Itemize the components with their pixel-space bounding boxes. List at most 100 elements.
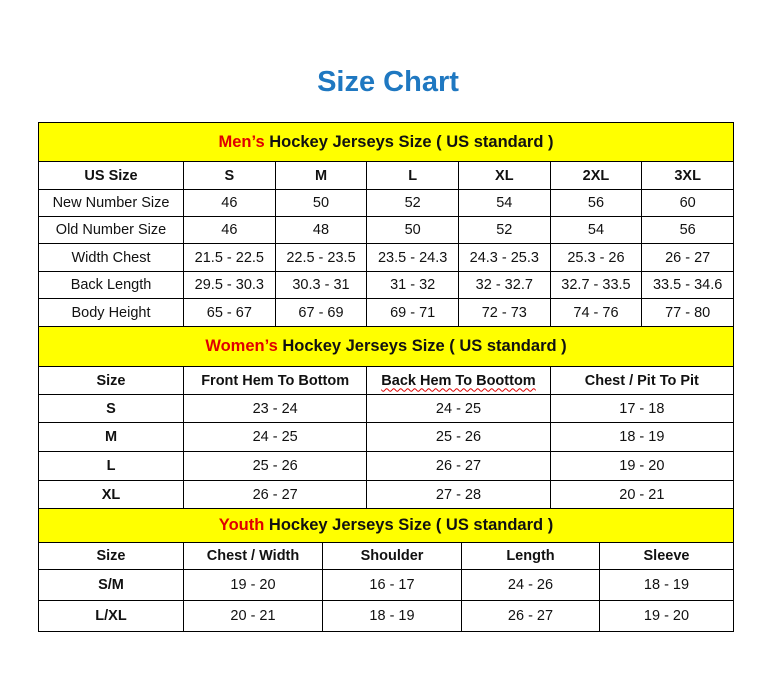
column-header: Chest / Pit To Pit <box>549 366 735 395</box>
table-cell: 22.5 - 23.5 <box>274 243 368 272</box>
men-prefix: Men’s <box>218 132 265 151</box>
table-cell: 17 - 18 <box>549 394 735 423</box>
table-cell: 24.3 - 25.3 <box>457 243 551 272</box>
table-cell: 25.3 - 26 <box>549 243 643 272</box>
table-cell: 46 <box>183 189 276 217</box>
table-cell: 18 - 19 <box>549 422 735 452</box>
table-cell: 24 - 25 <box>366 394 551 423</box>
row-label: Old Number Size <box>38 216 184 244</box>
table-row: New Number Size 46 50 52 54 56 60 <box>38 189 734 217</box>
table-cell: 33.5 - 34.6 <box>641 271 734 299</box>
table-cell: 21.5 - 22.5 <box>183 243 276 272</box>
women-table-heading: Women’s Hockey Jerseys Size ( US standar… <box>38 326 734 367</box>
row-label: L/XL <box>38 600 184 632</box>
table-cell: 24 - 25 <box>182 422 368 452</box>
table-cell: 46 <box>183 216 276 244</box>
row-label: M <box>38 422 184 452</box>
column-header: Size <box>38 542 184 570</box>
column-header: Length <box>461 542 600 570</box>
table-row: Width Chest 21.5 - 22.5 22.5 - 23.5 23.5 - … <box>38 243 734 272</box>
table-cell: 69 - 71 <box>366 298 459 327</box>
column-header: US Size <box>38 161 184 190</box>
women-size-table: Women’s Hockey Jerseys Size ( US standar… <box>38 326 735 509</box>
table-cell: 56 <box>641 216 734 244</box>
table-cell: 18 - 19 <box>322 600 462 632</box>
column-header: Front Hem To Bottom <box>182 366 368 395</box>
column-header: 3XL <box>641 161 734 190</box>
row-label: XL <box>38 480 184 509</box>
table-cell: 32 - 32.7 <box>457 271 551 299</box>
table-row: Body Height 65 - 67 67 - 69 69 - 71 72 - 73 7… <box>38 298 734 327</box>
table-cell: 77 - 80 <box>641 298 734 327</box>
table-cell: 72 - 73 <box>457 298 551 327</box>
table-cell: 54 <box>457 189 551 217</box>
table-cell: 24 - 26 <box>461 569 600 601</box>
table-row: S 23 - 24 24 - 25 17 - 18 <box>38 394 735 423</box>
table-cell: 50 <box>366 216 459 244</box>
column-header: Size <box>38 366 184 395</box>
table-cell: 54 <box>549 216 643 244</box>
table-cell: 26 - 27 <box>182 480 368 509</box>
column-header: Sleeve <box>599 542 734 570</box>
table-cell: 20 - 21 <box>549 480 735 509</box>
table-row: Old Number Size 46 48 50 52 54 56 <box>38 216 734 244</box>
row-label: L <box>38 451 184 481</box>
page-title: Size Chart <box>317 66 459 98</box>
table-cell: 18 - 19 <box>599 569 734 601</box>
table-cell: 20 - 21 <box>183 600 323 632</box>
table-cell: 32.7 - 33.5 <box>549 271 643 299</box>
column-header: Shoulder <box>322 542 462 570</box>
table-row: M 24 - 25 25 - 26 18 - 19 <box>38 422 735 452</box>
youth-size-table: Youth Hockey Jerseys Size ( US standard … <box>38 508 734 632</box>
table-cell: 67 - 69 <box>274 298 368 327</box>
table-cell: 25 - 26 <box>182 451 368 481</box>
table-row: L 25 - 26 26 - 27 19 - 20 <box>38 451 735 481</box>
table-row: Back Length 29.5 - 30.3 30.3 - 31 31 - 32 32… <box>38 271 734 299</box>
table-cell: 23 - 24 <box>182 394 368 423</box>
table-cell: 19 - 20 <box>183 569 323 601</box>
women-column-headers: Size Front Hem To Bottom Back Hem To Boott… <box>38 366 735 395</box>
table-cell: 31 - 32 <box>366 271 459 299</box>
column-header-text: Back Hem To Boottom <box>381 372 536 389</box>
table-cell: 26 - 27 <box>366 451 551 481</box>
table-cell: 19 - 20 <box>599 600 734 632</box>
row-label: S <box>38 394 184 423</box>
row-label: S/M <box>38 569 184 601</box>
table-cell: 50 <box>274 189 368 217</box>
table-cell: 30.3 - 31 <box>274 271 368 299</box>
table-cell: 52 <box>457 216 551 244</box>
table-cell: 26 - 27 <box>461 600 600 632</box>
youth-heading-text: Hockey Jerseys Size ( US standard ) <box>264 516 554 534</box>
youth-column-headers: Size Chest / Width Shoulder Length Sleeve <box>38 542 734 570</box>
row-label: Body Height <box>38 298 184 327</box>
column-header: L <box>366 161 459 190</box>
women-prefix: Women’s <box>205 337 278 355</box>
table-row: S/M 19 - 20 16 - 17 24 - 26 18 - 19 <box>38 569 734 601</box>
column-header: M <box>274 161 368 190</box>
column-header: Chest / Width <box>183 542 323 570</box>
table-cell: 19 - 20 <box>549 451 735 481</box>
column-header: XL <box>457 161 551 190</box>
row-label: Width Chest <box>38 243 184 272</box>
youth-table-heading: Youth Hockey Jerseys Size ( US standard … <box>38 508 734 543</box>
table-cell: 25 - 26 <box>366 422 551 452</box>
men-heading-text: Hockey Jerseys Size ( US standard ) <box>264 132 554 151</box>
table-cell: 23.5 - 24.3 <box>366 243 459 272</box>
table-cell: 27 - 28 <box>366 480 551 509</box>
table-cell: 74 - 76 <box>549 298 643 327</box>
table-cell: 26 - 27 <box>641 243 734 272</box>
men-size-table: Men’s Hockey Jerseys Size ( US standard … <box>38 122 734 327</box>
column-header: S <box>183 161 276 190</box>
row-label: New Number Size <box>38 189 184 217</box>
men-column-headers: US Size S M L XL 2XL 3XL <box>38 161 734 190</box>
men-table-heading: Men’s Hockey Jerseys Size ( US standard … <box>38 122 734 162</box>
table-row: L/XL 20 - 21 18 - 19 26 - 27 19 - 20 <box>38 600 734 632</box>
table-cell: 65 - 67 <box>183 298 276 327</box>
table-cell: 29.5 - 30.3 <box>183 271 276 299</box>
column-header: Back Hem To Boottom <box>366 366 551 395</box>
table-cell: 48 <box>274 216 368 244</box>
table-cell: 60 <box>641 189 734 217</box>
row-label: Back Length <box>38 271 184 299</box>
women-heading-text: Hockey Jerseys Size ( US standard ) <box>277 337 567 355</box>
table-cell: 16 - 17 <box>322 569 462 601</box>
